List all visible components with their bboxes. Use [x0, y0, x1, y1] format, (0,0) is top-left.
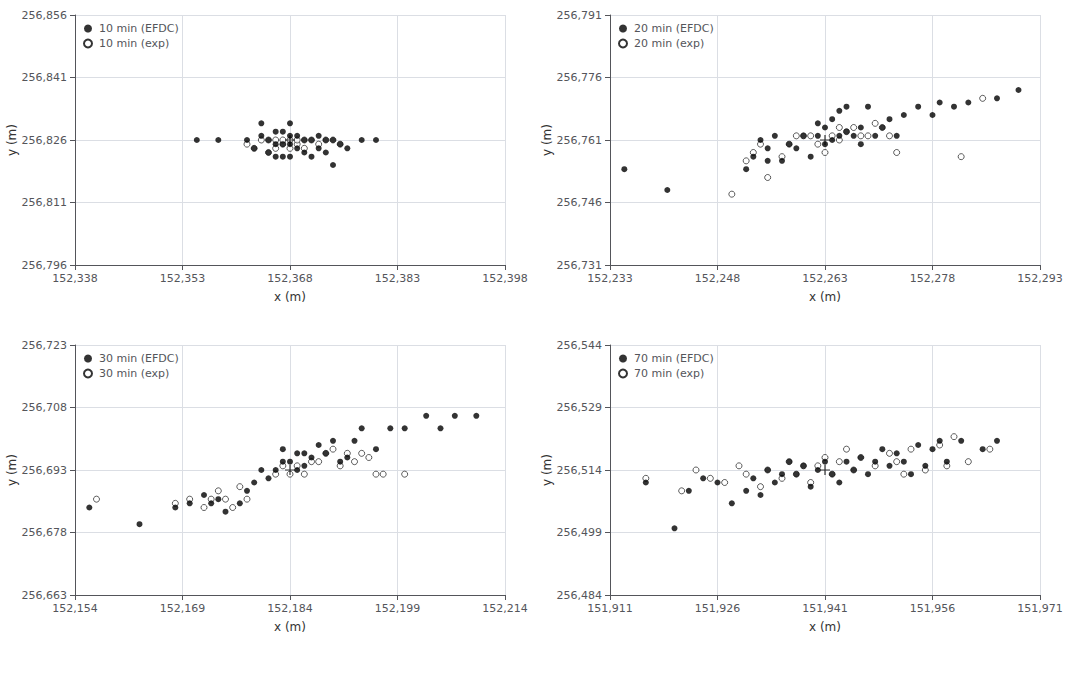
- svg-text:256,731: 256,731: [557, 259, 603, 272]
- svg-text:10 min (exp): 10 min (exp): [99, 37, 169, 50]
- svg-text:256,514: 256,514: [557, 464, 603, 477]
- svg-text:256,484: 256,484: [557, 589, 603, 602]
- svg-text:256,663: 256,663: [22, 589, 68, 602]
- svg-text:y (m): y (m): [540, 124, 554, 156]
- svg-text:256,708: 256,708: [22, 401, 68, 414]
- svg-text:20 min (EFDC): 20 min (EFDC): [634, 22, 714, 35]
- svg-text:152,169: 152,169: [160, 602, 206, 615]
- svg-text:151,941: 151,941: [802, 602, 848, 615]
- svg-text:256,529: 256,529: [557, 401, 603, 414]
- svg-text:x (m): x (m): [274, 620, 306, 634]
- svg-text:256,693: 256,693: [22, 464, 68, 477]
- svg-text:256,826: 256,826: [22, 134, 68, 147]
- svg-text:256,499: 256,499: [557, 526, 603, 539]
- svg-text:x (m): x (m): [274, 290, 306, 304]
- svg-text:152,154: 152,154: [52, 602, 98, 615]
- svg-text:151,926: 151,926: [695, 602, 741, 615]
- svg-text:152,353: 152,353: [160, 272, 206, 285]
- svg-text:y (m): y (m): [540, 454, 554, 486]
- svg-text:151,956: 151,956: [910, 602, 956, 615]
- svg-text:152,214: 152,214: [482, 602, 528, 615]
- svg-text:152,338: 152,338: [52, 272, 98, 285]
- svg-text:y (m): y (m): [5, 124, 19, 156]
- svg-text:152,368: 152,368: [267, 272, 313, 285]
- svg-text:70 min (exp): 70 min (exp): [634, 367, 704, 380]
- svg-text:30 min (exp): 30 min (exp): [99, 367, 169, 380]
- svg-text:10 min (EFDC): 10 min (EFDC): [99, 22, 179, 35]
- svg-text:20 min (exp): 20 min (exp): [634, 37, 704, 50]
- svg-text:152,184: 152,184: [267, 602, 313, 615]
- svg-text:256,796: 256,796: [22, 259, 68, 272]
- svg-text:152,293: 152,293: [1017, 272, 1063, 285]
- svg-text:256,776: 256,776: [557, 71, 603, 84]
- svg-text:152,383: 152,383: [375, 272, 421, 285]
- svg-text:152,263: 152,263: [802, 272, 848, 285]
- svg-text:152,278: 152,278: [910, 272, 956, 285]
- svg-text:30 min (EFDC): 30 min (EFDC): [99, 352, 179, 365]
- svg-text:152,199: 152,199: [375, 602, 421, 615]
- svg-text:256,746: 256,746: [557, 196, 603, 209]
- svg-text:y (m): y (m): [5, 454, 19, 486]
- svg-text:152,248: 152,248: [695, 272, 741, 285]
- svg-text:x (m): x (m): [809, 620, 841, 634]
- svg-text:152,233: 152,233: [587, 272, 633, 285]
- svg-text:256,791: 256,791: [557, 9, 603, 22]
- svg-text:256,678: 256,678: [22, 526, 68, 539]
- svg-text:256,841: 256,841: [22, 71, 68, 84]
- svg-text:256,723: 256,723: [22, 339, 68, 352]
- svg-text:151,971: 151,971: [1017, 602, 1063, 615]
- svg-text:256,761: 256,761: [557, 134, 603, 147]
- svg-text:256,811: 256,811: [22, 196, 68, 209]
- svg-text:256,856: 256,856: [22, 9, 68, 22]
- svg-text:256,544: 256,544: [557, 339, 603, 352]
- svg-text:x (m): x (m): [809, 290, 841, 304]
- svg-text:152,398: 152,398: [482, 272, 528, 285]
- svg-text:70 min (EFDC): 70 min (EFDC): [634, 352, 714, 365]
- svg-text:151,911: 151,911: [587, 602, 633, 615]
